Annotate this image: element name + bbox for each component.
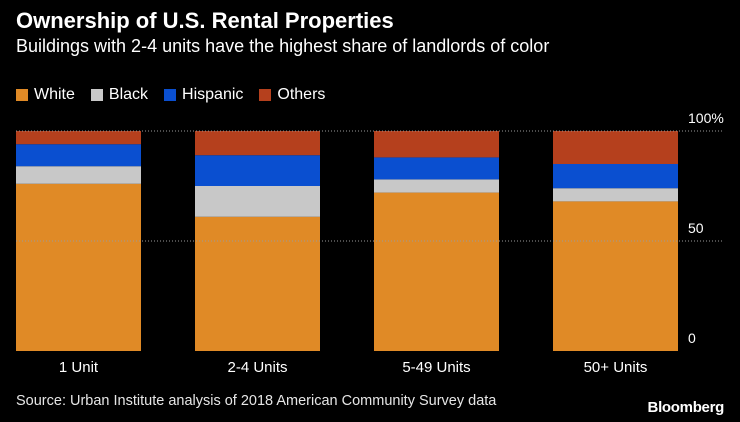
legend: White Black Hispanic Others (16, 86, 325, 104)
bar-hispanic-3 (374, 157, 499, 180)
bar-others-1 (16, 131, 141, 145)
x-tick-label: 5-49 Units (402, 359, 470, 376)
bar-white-4 (553, 201, 678, 351)
bar-black-2 (195, 186, 320, 217)
legend-swatch-black (90, 89, 103, 101)
legend-label-white: White (34, 86, 75, 103)
bloomberg-logo: Bloomberg (647, 399, 725, 416)
legend-item-others: Others (259, 86, 325, 104)
bar-others-4 (553, 131, 678, 164)
x-tick-label: 1 Unit (59, 359, 99, 376)
bar-hispanic-1 (16, 144, 141, 167)
bar-hispanic-2 (195, 155, 320, 186)
legend-swatch-white (16, 89, 28, 101)
legend-label-black: Black (108, 86, 149, 103)
bar-black-3 (374, 179, 499, 193)
x-tick-label: 2-4 Units (227, 359, 287, 376)
legend-item-black: Black (90, 86, 149, 104)
legend-item-hispanic: Hispanic (164, 86, 243, 104)
y-tick-label: 50 (688, 220, 704, 236)
bar-white-1 (16, 183, 141, 351)
legend-swatch-others (259, 89, 272, 101)
y-tick-label: 100% (688, 110, 724, 126)
legend-label-hispanic: Hispanic (182, 86, 244, 103)
legend-swatch-hispanic (164, 89, 177, 101)
bar-black-4 (553, 188, 678, 202)
bar-black-1 (16, 166, 141, 184)
y-tick-label: 0 (688, 330, 696, 346)
bar-hispanic-4 (553, 164, 678, 189)
legend-label-others: Others (277, 86, 326, 103)
legend-item-white: White (16, 86, 75, 104)
source-note: Source: Urban Institute analysis of 2018… (16, 393, 497, 409)
chart-title: Ownership of U.S. Rental Properties (16, 8, 394, 33)
bar-white-3 (374, 192, 499, 351)
bar-others-3 (374, 131, 499, 158)
bar-white-2 (195, 216, 320, 351)
x-tick-label: 50+ Units (584, 359, 648, 376)
bar-others-2 (195, 131, 320, 156)
chart-subtitle: Buildings with 2-4 units have the highes… (16, 36, 550, 56)
